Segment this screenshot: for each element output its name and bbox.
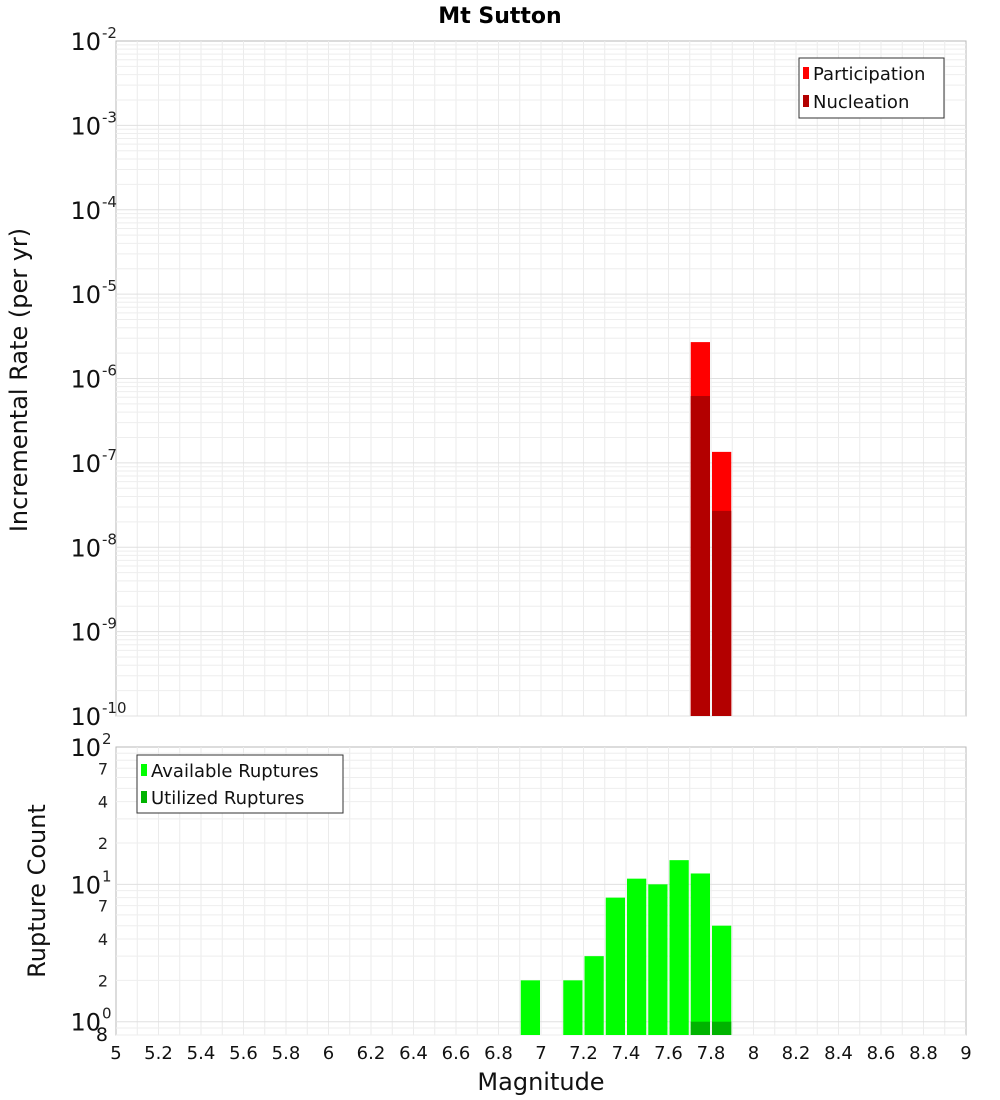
x-tick-label: 9 [960, 1043, 971, 1064]
bar-available-ruptures [669, 860, 689, 1035]
x-tick-label: 7.8 [697, 1043, 726, 1064]
legend-swatch-utilized [141, 791, 147, 803]
legend-label-nucleation: Nucleation [813, 92, 909, 113]
y-tick-label: 10 2 [70, 730, 111, 762]
x-tick-label: 8.8 [909, 1043, 938, 1064]
x-tick-label: 5.6 [229, 1043, 258, 1064]
x-tick-label: 6.4 [399, 1043, 428, 1064]
bar-available-ruptures [605, 897, 625, 1035]
x-tick-label: 6 [323, 1043, 334, 1064]
svg-text:-10: -10 [102, 699, 127, 717]
bar-available-ruptures [584, 956, 604, 1035]
x-tick-label: 6.6 [442, 1043, 471, 1064]
x-tick-label: 7.4 [612, 1043, 641, 1064]
y-tick-label: 10 -7 [70, 446, 117, 478]
svg-text:10: 10 [70, 450, 101, 478]
y-tick-label: 10 -2 [70, 24, 117, 56]
x-tick-label: 7 [535, 1043, 546, 1064]
y-tick-label: 10 0 [70, 1005, 111, 1037]
svg-text:10: 10 [70, 28, 101, 56]
y-minor-tick-label: 4 [98, 930, 108, 949]
svg-text:-4: -4 [102, 193, 117, 211]
x-tick-label: 5.4 [187, 1043, 216, 1064]
x-tick-label: 5.8 [272, 1043, 301, 1064]
bar-available-ruptures [712, 925, 732, 1035]
x-tick-label: 5 [110, 1043, 121, 1064]
svg-text:10: 10 [70, 1009, 101, 1037]
x-tick-label: 7.2 [569, 1043, 598, 1064]
x-tick-label: 6.2 [357, 1043, 386, 1064]
svg-text:10: 10 [70, 366, 101, 394]
legend-swatch-available [141, 764, 147, 776]
y-tick-label: 10 1 [70, 867, 111, 899]
rate-legend: Participation Nucleation [798, 57, 945, 119]
rate-y-axis-label: Incremental Rate (per yr) [5, 228, 33, 532]
x-tick-label: 8 [748, 1043, 759, 1064]
svg-text:-6: -6 [102, 362, 117, 380]
y-minor-tick-label: 7 [98, 897, 108, 916]
x-tick-label: 6.8 [484, 1043, 513, 1064]
svg-text:10: 10 [70, 619, 101, 647]
svg-text:2: 2 [102, 730, 112, 748]
svg-text:1: 1 [102, 867, 112, 885]
y-tick-label: 10 -5 [70, 277, 117, 309]
y-minor-tick-label: 7 [98, 759, 108, 778]
x-tick-label: 8.6 [867, 1043, 896, 1064]
svg-text:-2: -2 [102, 24, 117, 42]
y-tick-label: 10 -9 [70, 615, 117, 647]
svg-text:10: 10 [70, 734, 101, 762]
bar-utilized-ruptures [712, 1021, 732, 1035]
y-tick-label: 10 -4 [70, 193, 117, 225]
svg-text:-3: -3 [102, 108, 117, 126]
legend-label-utilized: Utilized Ruptures [151, 788, 304, 809]
svg-text:10: 10 [70, 197, 101, 225]
bar-nucleation [690, 396, 710, 716]
svg-text:-9: -9 [102, 615, 117, 633]
bar-utilized-ruptures [690, 1021, 710, 1035]
legend-swatch-nucleation [803, 95, 809, 107]
bar-available-ruptures [690, 873, 710, 1035]
svg-text:0: 0 [102, 1005, 112, 1023]
y-minor-tick-label: 4 [98, 793, 108, 812]
y-minor-tick-label: 2 [98, 834, 108, 853]
bar-available-ruptures [520, 980, 540, 1035]
y-tick-label: 10 -3 [70, 108, 117, 140]
svg-text:10: 10 [70, 703, 101, 731]
legend-swatch-participation [803, 67, 809, 79]
count-y-axis-label: Rupture Count [23, 804, 51, 978]
y-tick-label: 10 -10 [70, 699, 126, 731]
svg-text:10: 10 [70, 281, 101, 309]
bar-available-ruptures [648, 884, 668, 1035]
svg-text:-5: -5 [102, 277, 117, 295]
chart-title: Mt Sutton [438, 4, 561, 29]
bar-available-ruptures [563, 980, 583, 1035]
legend-label-participation: Participation [813, 64, 925, 85]
y-minor-tick-label: 8 [96, 1024, 108, 1046]
x-tick-label: 8.4 [824, 1043, 853, 1064]
x-tick-label: 5.2 [144, 1043, 173, 1064]
y-minor-tick-label: 2 [98, 971, 108, 990]
x-tick-label: 8.2 [782, 1043, 811, 1064]
x-tick-label: 7.6 [654, 1043, 683, 1064]
svg-text:10: 10 [70, 112, 101, 140]
y-tick-label: 10 -8 [70, 530, 117, 562]
legend-label-available: Available Ruptures [151, 761, 319, 782]
bar-available-ruptures [627, 878, 647, 1035]
bar-nucleation [712, 510, 732, 716]
y-tick-label: 10 -6 [70, 362, 117, 394]
svg-text:-7: -7 [102, 446, 117, 464]
svg-text:10: 10 [70, 871, 101, 899]
svg-text:-8: -8 [102, 530, 117, 548]
svg-text:10: 10 [70, 534, 101, 562]
x-axis-label: Magnitude [477, 1068, 604, 1096]
count-legend: Available Ruptures Utilized Ruptures [136, 754, 344, 814]
